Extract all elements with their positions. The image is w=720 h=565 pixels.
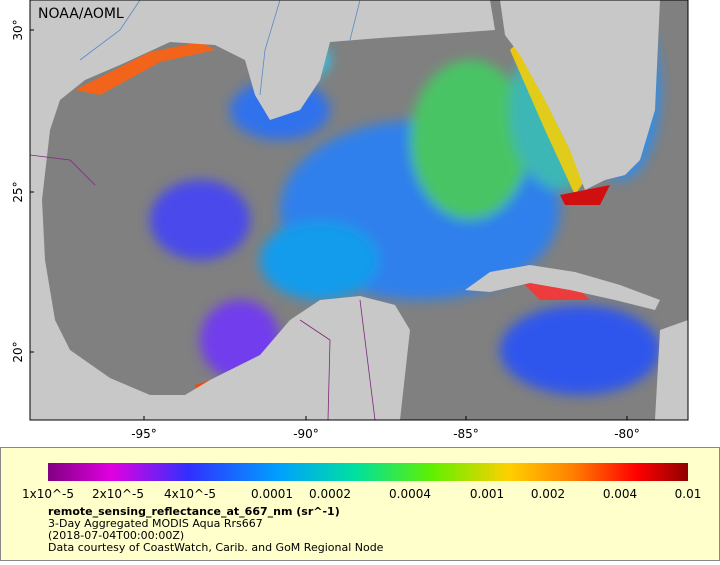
colorbar-label: 0.0004 — [389, 487, 431, 501]
colorbar-label: 0.002 — [531, 487, 565, 501]
lon-label: -95° — [131, 427, 157, 441]
map — [30, 0, 688, 420]
colorbar-label: 0.004 — [603, 487, 637, 501]
lon-axis: -95° -90° -85° -80° — [131, 416, 640, 441]
lon-label: -80° — [614, 427, 640, 441]
colorbar-label: 2x10^-5 — [92, 487, 144, 501]
legend-line: 3-Day Aggregated MODIS Aqua Rrs667 — [48, 517, 263, 530]
lon-label: -85° — [453, 427, 479, 441]
colorbar-label: 4x10^-5 — [164, 487, 216, 501]
attribution: NOAA/AOML — [38, 6, 124, 22]
colorbar-labels: 1x10^-5 2x10^-5 4x10^-5 0.0001 0.0002 0.0004 0… — [22, 487, 701, 501]
colorbar-label: 0.01 — [675, 487, 702, 501]
colorbar-label: 0.0001 — [251, 487, 293, 501]
legend-lines: 3-Day Aggregated MODIS Aqua Rrs667(2018-… — [48, 517, 384, 554]
lat-label: 25° — [11, 181, 25, 202]
colorbar — [48, 463, 688, 481]
legend-line: (2018-07-04T00:00:00Z) — [48, 529, 184, 542]
legend-title: remote_sensing_reflectance_at_667_nm (sr… — [48, 505, 340, 518]
legend-line: Data courtesy of CoastWatch, Carib. and … — [48, 541, 384, 554]
land — [30, 0, 688, 420]
colorbar-label: 0.0002 — [309, 487, 351, 501]
borders — [30, 154, 376, 420]
map-frame — [29, 0, 689, 421]
lat-axis: 30° 25° 20° — [11, 19, 34, 363]
lat-label: 30° — [11, 19, 25, 40]
colorbar-label: 1x10^-5 — [22, 487, 74, 501]
data-overlay — [150, 0, 660, 395]
rivers — [79, 0, 361, 96]
lat-label: 20° — [11, 341, 25, 362]
colorbar-label: 0.001 — [470, 487, 504, 501]
lon-label: -90° — [293, 427, 319, 441]
